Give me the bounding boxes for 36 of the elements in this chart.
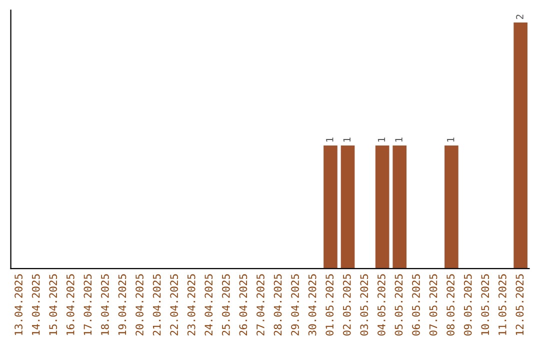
x-tick-label: 22.04.2025 [170,274,178,336]
x-tick-label: 14.04.2025 [32,274,40,335]
data-label: 2 [516,14,524,20]
x-tick-label: 09.05.2025 [464,274,472,336]
x-tick-label: 25.04.2025 [222,274,230,336]
x-tick-label: 02.05.2025 [342,274,351,336]
x-tick-label: 04.05.2025 [377,274,386,336]
x-tick-label: 26.04.2025 [239,274,248,336]
x-tick-label: 16.04.2025 [66,274,74,335]
x-tick-label: 07.05.2025 [429,274,438,336]
x-tick-label: 13.04.2025 [14,274,22,335]
x-tick-label: 10.05.2025 [481,274,490,335]
x-tick-label: 17.04.2025 [84,274,92,335]
x-tick-label: 05.05.2025 [394,274,403,336]
x-tick-label: 30.04.2025 [308,274,316,336]
x-tick-label: 23.04.2025 [187,274,196,336]
x-tick-label: 03.05.2025 [360,274,368,336]
data-label: 1 [326,138,334,142]
x-tick-label: 12.05.2025 [516,274,524,335]
data-label: 1 [395,138,402,142]
data-label: 1 [378,138,386,142]
x-tick-label: 21.04.2025 [152,274,161,336]
x-tick-label: 24.04.2025 [204,274,213,336]
x-tick-label: 29.04.2025 [291,274,299,336]
x-tick-label: 15.04.2025 [49,274,58,335]
x-tick-label: 28.04.2025 [274,274,282,336]
data-label: 1 [343,138,350,142]
x-tick-label: 08.05.2025 [446,274,454,336]
x-tick-label: 06.05.2025 [412,274,420,336]
x-tick-label: 27.04.2025 [256,274,264,336]
x-tick-label: 19.04.2025 [118,274,126,335]
data-label: 1 [447,138,454,142]
x-tick-label: 18.04.2025 [101,274,109,335]
x-tick-label: 20.04.2025 [136,274,144,336]
x-tick-label: 01.05.2025 [326,274,334,336]
x-tick-label: 11.05.2025 [498,274,506,335]
